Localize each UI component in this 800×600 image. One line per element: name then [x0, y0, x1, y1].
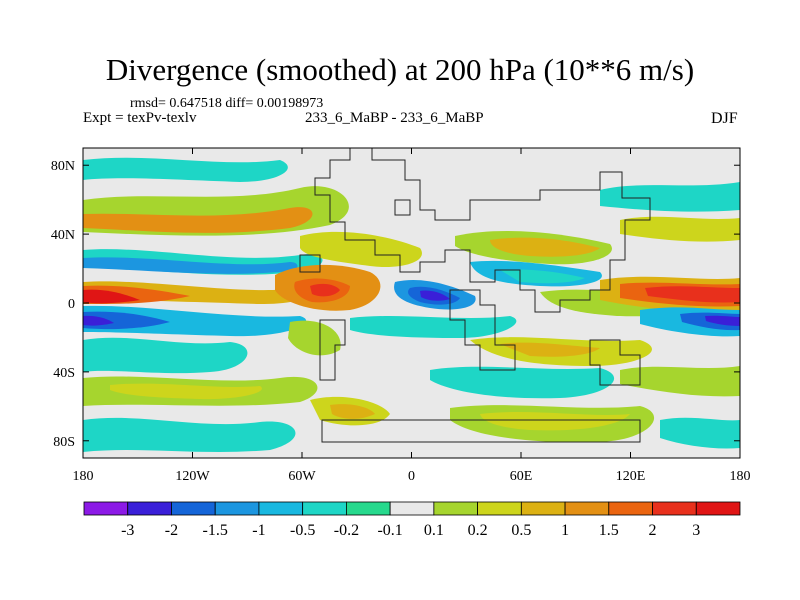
colorbar-label: -0.1: [377, 522, 402, 539]
colorbar: -3 -2 -1.5 -1 -0.5 -0.2 -0.1 0.1 0.2 0.5 1 1.5 2 3: [83, 501, 741, 539]
colorbar-label: 1: [561, 522, 569, 539]
coastline-path: [299, 254, 321, 273]
colorbar-swatch: [652, 501, 697, 516]
contour-region: [83, 311, 170, 330]
contour-region: [83, 157, 288, 182]
stats-label: rmsd= 0.647518 diff= 0.00198973: [130, 96, 324, 111]
y-tick-label: 40N: [51, 228, 75, 243]
coastline-path: [321, 419, 641, 443]
colorbar-label: 0.1: [424, 522, 444, 539]
colorbar-label: -0.2: [334, 522, 359, 539]
coastline-path: [449, 289, 516, 371]
contour-region: [83, 289, 140, 304]
contour-region: [83, 315, 114, 326]
contour-region: [83, 305, 307, 337]
coastline-path: [589, 339, 641, 386]
colorbar-label: 2: [649, 522, 657, 539]
y-tick-label: 0: [68, 297, 75, 312]
y-axis: 80N 40N 0 40S 80S: [51, 159, 740, 450]
contour-region: [310, 283, 340, 297]
land-outline: [299, 148, 651, 443]
contour-region: [500, 342, 600, 357]
colorbar-swatch: [477, 501, 522, 516]
coastline-path: [314, 148, 651, 313]
colorbar-label: 1.5: [599, 522, 619, 539]
contour-region: [600, 182, 740, 212]
colorbar-swatch: [258, 501, 304, 516]
colorbar-swatch: [520, 501, 566, 516]
colorbar-label: -1: [252, 522, 265, 539]
x-axis: 180 120W 60W 0 60E 120E 180: [73, 148, 751, 484]
x-tick-label: 180: [73, 469, 94, 484]
colorbar-swatch: [608, 501, 653, 516]
contour-region: [620, 366, 740, 397]
colorbar-label: 3: [692, 522, 700, 539]
contour-region: [83, 207, 313, 233]
contour-region: [705, 315, 740, 326]
contour-region: [350, 316, 517, 338]
contour-region: [330, 404, 375, 419]
contour-region: [480, 412, 630, 431]
colorbar-swatch: [214, 501, 260, 516]
contour-region: [660, 417, 740, 449]
y-tick-label: 80S: [53, 435, 75, 450]
colorbar-swatch: [345, 501, 391, 516]
season-label: DJF: [711, 110, 738, 127]
colorbar-swatch: [171, 501, 216, 516]
contour-region: [288, 320, 341, 356]
colorbar-swatch: [389, 501, 435, 516]
contour-region: [500, 269, 585, 284]
x-tick-label: 120E: [616, 469, 646, 484]
contour-region: [490, 237, 600, 257]
colorbar-swatch: [127, 501, 172, 516]
colorbar-label: -3: [121, 522, 134, 539]
x-tick-label: 0: [408, 469, 415, 484]
colorbar-swatch: [302, 501, 347, 516]
coastline-path: [394, 199, 411, 216]
contour-region: [83, 337, 248, 374]
contour-region: [620, 216, 740, 242]
contour-region: [645, 286, 740, 303]
contour-field: [83, 148, 740, 458]
contour-region: [83, 257, 298, 274]
y-tick-label: 80N: [51, 159, 75, 174]
x-tick-label: 120W: [175, 469, 210, 484]
colorbar-label: -0.5: [290, 522, 315, 539]
colorbar-label: -2: [165, 522, 178, 539]
colorbar-label: 0.5: [511, 522, 531, 539]
case-label: 233_6_MaBP - 233_6_MaBP: [305, 110, 484, 126]
colorbar-swatch: [433, 501, 479, 516]
colorbar-label: -1.5: [203, 522, 228, 539]
colorbar-swatch: [83, 501, 129, 516]
x-tick-label: 60E: [510, 469, 533, 484]
x-tick-label: 180: [730, 469, 751, 484]
colorbar-swatch: [695, 501, 741, 516]
contour-region: [420, 290, 450, 301]
contour-region: [300, 231, 422, 268]
y-tick-label: 40S: [53, 366, 75, 381]
coastline-path: [319, 319, 346, 381]
x-tick-label: 60W: [288, 469, 316, 484]
colorbar-label: 0.2: [468, 522, 488, 539]
chart-title: Divergence (smoothed) at 200 hPa (10**6 …: [105, 52, 695, 87]
contour-region: [110, 383, 262, 400]
contour-region: [83, 417, 296, 452]
contour-region: [430, 366, 615, 399]
colorbar-swatch: [564, 501, 610, 516]
experiment-label: Expt = texPv-texlv: [83, 110, 197, 126]
